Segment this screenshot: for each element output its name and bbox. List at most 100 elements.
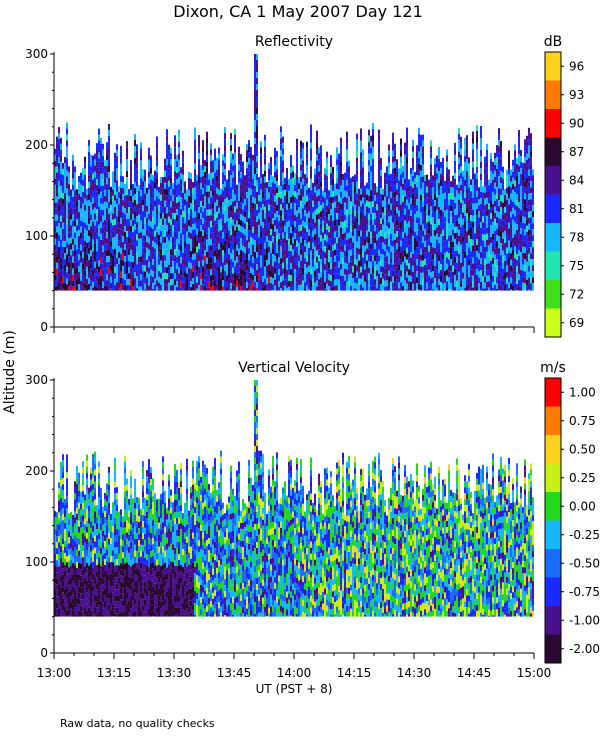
heatmap-cell [88, 187, 90, 194]
heatmap-cell [80, 196, 82, 203]
heatmap-cell [490, 170, 492, 177]
heatmap-cell [178, 207, 180, 214]
heatmap-cell [370, 147, 372, 154]
heatmap-cell [412, 289, 414, 291]
heatmap-cell [254, 72, 256, 78]
heatmap-cell [170, 219, 172, 226]
heatmap-cell [420, 266, 422, 273]
heatmap-cell [214, 238, 216, 245]
heatmap-cell [310, 250, 312, 257]
heatmap-cell [92, 209, 94, 216]
heatmap-cell [90, 184, 92, 191]
heatmap-cell [134, 218, 136, 225]
heatmap-cell [60, 149, 62, 156]
heatmap-cell [138, 250, 140, 257]
heatmap-cell [156, 214, 158, 221]
heatmap-cell [312, 224, 314, 231]
heatmap-cell [284, 183, 286, 190]
heatmap-cell [360, 152, 362, 159]
heatmap-cell [310, 184, 312, 191]
heatmap-cell [112, 249, 114, 256]
heatmap-cell [60, 269, 62, 276]
heatmap-cell [428, 227, 430, 234]
heatmap-cell [286, 221, 288, 228]
heatmap-cell [224, 127, 226, 134]
heatmap-cell [388, 180, 390, 187]
heatmap-cell [98, 176, 100, 183]
heatmap-cell [88, 223, 90, 230]
heatmap-cell [422, 188, 424, 195]
heatmap-cell [296, 258, 298, 265]
heatmap-cell [306, 273, 308, 280]
heatmap-cell [100, 263, 102, 270]
heatmap-cell [448, 265, 450, 272]
heatmap-cell [78, 218, 80, 225]
heatmap-cell [276, 235, 278, 242]
heatmap-cell [200, 165, 202, 172]
heatmap-cell [146, 205, 148, 212]
heatmap-cell [466, 207, 468, 214]
heatmap-cell [288, 214, 290, 221]
heatmap-cell [308, 241, 310, 248]
heatmap-cell [388, 258, 390, 265]
heatmap-cell [244, 253, 246, 260]
heatmap-cell [416, 223, 418, 230]
heatmap-cell [486, 203, 488, 210]
heatmap-cell [254, 60, 256, 66]
heatmap-cell [92, 185, 94, 192]
heatmap-cell [490, 248, 492, 255]
heatmap-cell [316, 268, 318, 275]
heatmap-cell [370, 255, 372, 262]
heatmap-cell [484, 192, 486, 199]
heatmap-cell [128, 237, 130, 244]
heatmap-cell [240, 232, 242, 239]
heatmap-cell [464, 179, 466, 186]
heatmap-cell [304, 276, 306, 283]
heatmap-cell [296, 276, 298, 283]
colorbar-units: dB [544, 34, 563, 50]
heatmap-cell [142, 229, 144, 236]
heatmap-cell [166, 237, 168, 244]
heatmap-cell [88, 241, 90, 248]
heatmap-cell [262, 276, 264, 283]
heatmap-cell [292, 285, 294, 291]
heatmap-cell [224, 139, 226, 146]
heatmap-cell [392, 204, 394, 211]
heatmap-cell [98, 212, 100, 219]
heatmap-cell [376, 240, 378, 247]
heatmap-cell [206, 161, 208, 168]
heatmap-cell [424, 210, 426, 217]
heatmap-cell [136, 174, 138, 181]
heatmap-cell [284, 249, 286, 256]
heatmap-cell [62, 192, 64, 199]
heatmap-cell [446, 269, 448, 276]
heatmap-cell [288, 280, 290, 287]
heatmap-cell [114, 236, 116, 243]
heatmap-cell [100, 221, 102, 228]
heatmap-cell [124, 213, 126, 220]
heatmap-cell [408, 275, 410, 282]
heatmap-cell [438, 213, 440, 220]
heatmap-cell [68, 178, 70, 185]
heatmap-cell [92, 161, 94, 168]
heatmap-cell [394, 167, 396, 174]
heatmap-cell [190, 287, 192, 291]
heatmap-cell [106, 226, 108, 233]
heatmap-cell [96, 287, 98, 291]
heatmap-cell [238, 218, 240, 225]
heatmap-cell [364, 185, 366, 192]
heatmap-cell [238, 206, 240, 213]
heatmap-cell [456, 262, 458, 269]
heatmap-cell [476, 130, 478, 137]
heatmap-cell [88, 253, 90, 260]
heatmap-cell [262, 216, 264, 223]
heatmap-cell [462, 242, 464, 249]
heatmap-cell [256, 96, 258, 102]
heatmap-cell [84, 204, 86, 211]
heatmap-cell [200, 261, 202, 268]
heatmap-cell [320, 157, 322, 164]
heatmap-cell [426, 216, 428, 223]
heatmap-cell [488, 227, 490, 234]
heatmap-cell [106, 286, 108, 291]
heatmap-cell [124, 231, 126, 238]
